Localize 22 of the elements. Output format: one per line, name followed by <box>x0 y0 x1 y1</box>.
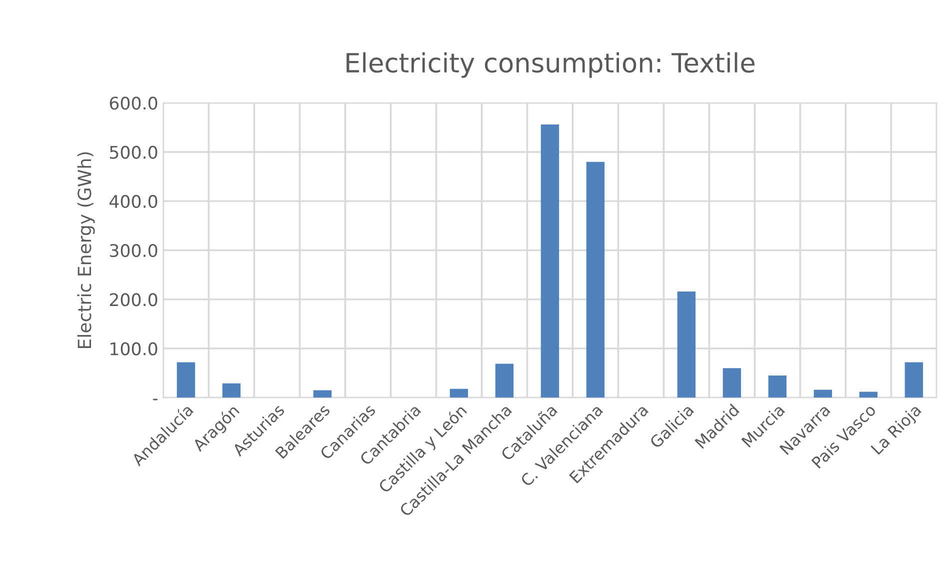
bar <box>540 124 560 398</box>
bar <box>222 383 241 398</box>
bar <box>677 292 696 398</box>
bar <box>495 364 514 398</box>
y-tick-label: 600.0 <box>110 96 158 110</box>
bar <box>176 362 196 398</box>
bar <box>768 376 787 398</box>
y-tick-label: 100.0 <box>110 342 158 356</box>
bar <box>859 392 878 398</box>
y-tick-label: 500.0 <box>110 146 158 159</box>
bar <box>313 390 332 398</box>
bar <box>450 388 468 398</box>
bar <box>586 162 605 398</box>
bar <box>814 390 832 398</box>
y-tick-label: 300.0 <box>110 244 158 258</box>
y-tick-label: - <box>152 398 158 400</box>
y-tick-label: 200.0 <box>110 293 158 306</box>
y-tick-label: 400.0 <box>110 194 158 208</box>
bar <box>722 368 742 398</box>
bar <box>904 362 924 398</box>
y-axis-title: Electric Energy (GWh) <box>77 152 95 348</box>
chart-title: Electricity consumption: Textile <box>346 52 754 78</box>
